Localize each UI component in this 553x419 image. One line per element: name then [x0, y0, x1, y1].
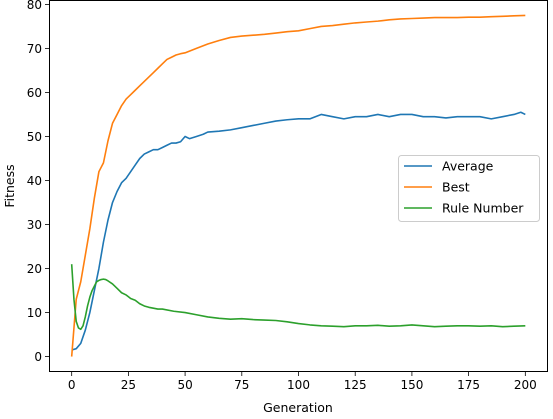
- legend-frame: [398, 155, 540, 222]
- x-tick-label: 100: [287, 378, 310, 392]
- series-line-best: [70, 14, 526, 357]
- x-tick-label: 75: [234, 378, 249, 392]
- x-tick-label: 200: [514, 378, 537, 392]
- y-axis-title: Fitness: [2, 164, 17, 207]
- legend-label: Best: [442, 180, 470, 195]
- y-tick-label: 20: [27, 262, 42, 276]
- legend-entries: Average Best Rule Number: [404, 159, 524, 216]
- y-tick-label: 50: [27, 130, 42, 144]
- y-tick-label: 10: [27, 306, 42, 320]
- legend-label: Average: [442, 159, 494, 174]
- series-line-average: [71, 111, 526, 351]
- series-line-rule-number: [70, 264, 526, 331]
- legend: Average Best Rule Number: [398, 155, 540, 222]
- x-tick-label: 175: [457, 378, 480, 392]
- y-tick-label: 0: [34, 350, 42, 364]
- x-axis-title: Generation: [263, 400, 333, 415]
- series-lines: [70, 14, 526, 357]
- x-tick-label: 150: [400, 378, 423, 392]
- y-tick-label: 30: [27, 218, 42, 232]
- y-tick-label: 80: [27, 0, 42, 12]
- y-tick-label: 60: [27, 86, 42, 100]
- x-tick-label: 0: [68, 378, 76, 392]
- y-tick-label: 70: [27, 42, 42, 56]
- x-tick-label: 50: [177, 378, 192, 392]
- y-axis-ticks: 0 10 20 30 40 50 60 70 80: [27, 0, 49, 364]
- x-tick-label: 125: [344, 378, 367, 392]
- y-tick-label: 40: [27, 174, 42, 188]
- plot-frame: [49, 0, 548, 372]
- x-axis-ticks: 0 25 50 75 100 125 150 175 200: [68, 372, 537, 392]
- legend-label: Rule Number: [442, 201, 524, 216]
- x-tick-label: 25: [121, 378, 136, 392]
